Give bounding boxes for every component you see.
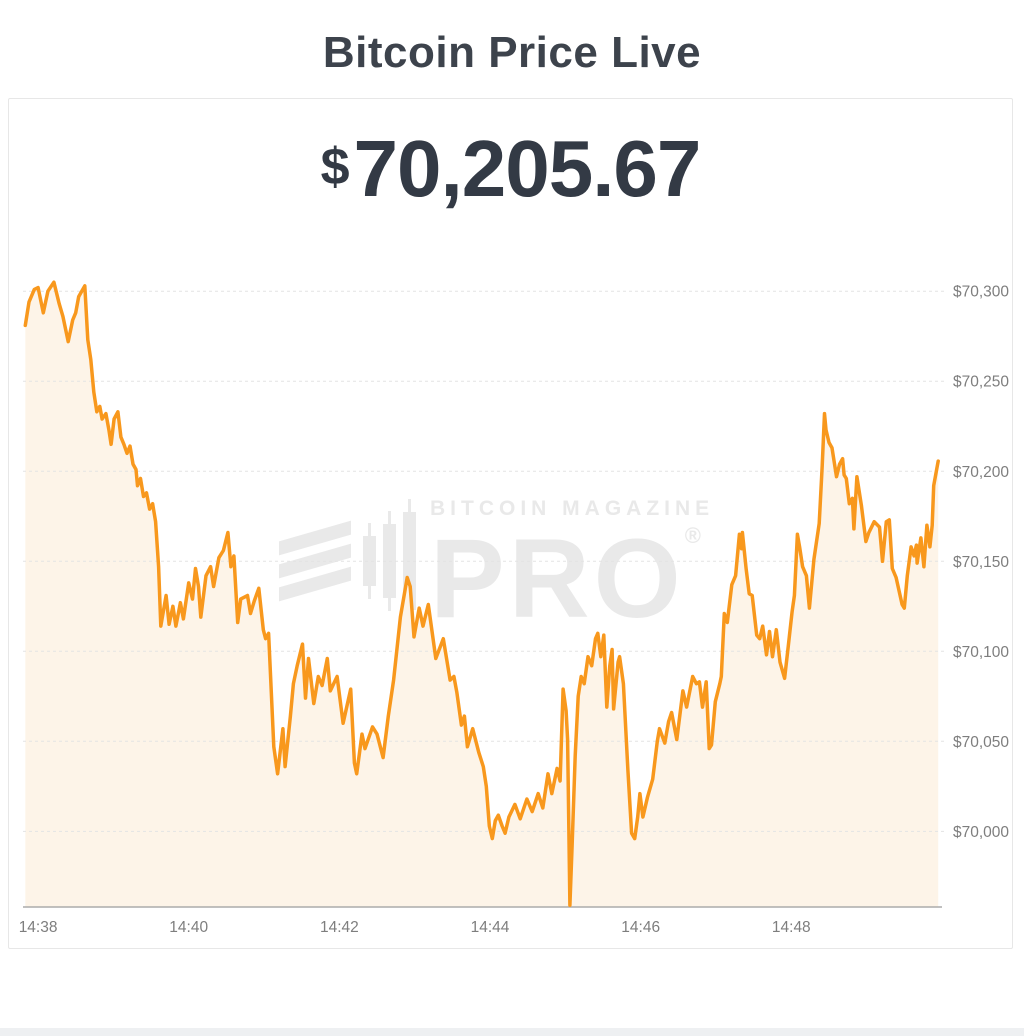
svg-text:14:42: 14:42: [320, 919, 359, 936]
chart-area[interactable]: BITCOIN MAGAZINE PRO® $70,300 $70,250 $70,…: [9, 99, 1012, 948]
svg-text:$70,150: $70,150: [953, 554, 1009, 571]
watermark-product: PRO®: [430, 516, 701, 641]
watermark: BITCOIN MAGAZINE PRO®: [279, 497, 715, 641]
svg-text:$70,300: $70,300: [953, 284, 1009, 301]
page: Bitcoin Price Live $70,205.67 BITCOIN MA…: [0, 28, 1024, 1036]
svg-text:14:48: 14:48: [772, 919, 811, 936]
svg-text:$70,100: $70,100: [953, 644, 1009, 661]
chart-card: $70,205.67 BITCOIN MAGAZINE PRO® $70,300…: [8, 98, 1013, 949]
page-bottom-strip: [0, 1028, 1024, 1036]
svg-text:$70,200: $70,200: [953, 464, 1009, 481]
svg-text:$70,050: $70,050: [953, 734, 1009, 751]
svg-text:14:44: 14:44: [471, 919, 510, 936]
registered-mark: ®: [684, 523, 701, 548]
svg-text:$70,250: $70,250: [953, 374, 1009, 391]
svg-text:14:38: 14:38: [19, 919, 58, 936]
price-chart-svg: $70,300 $70,250 $70,200 $70,150 $70,100 $70,0…: [19, 280, 1009, 936]
currency-symbol: $: [320, 138, 350, 196]
watermark-text: BITCOIN MAGAZINE PRO®: [430, 497, 715, 641]
svg-text:14:46: 14:46: [621, 919, 660, 936]
page-title: Bitcoin Price Live: [322, 28, 702, 77]
svg-text:$70,000: $70,000: [953, 824, 1009, 841]
watermark-brand: BITCOIN MAGAZINE: [430, 497, 715, 520]
svg-text:14:40: 14:40: [169, 919, 208, 936]
current-price: $70,205.67: [9, 129, 1012, 209]
price-value: 70,205.67: [353, 124, 702, 213]
